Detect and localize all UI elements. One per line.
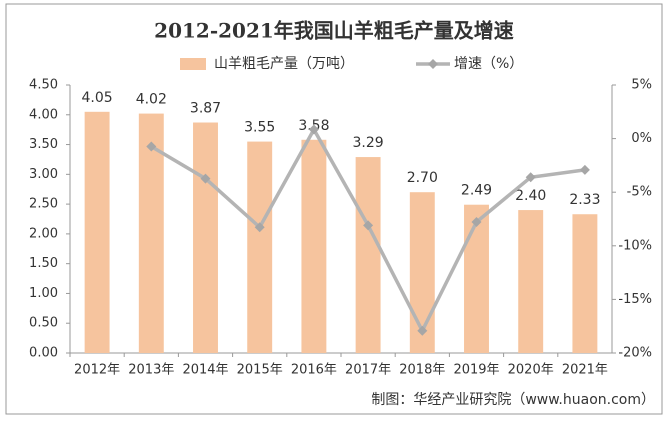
x-tick-label: 2015年 bbox=[237, 363, 283, 378]
value-label: 2.49 bbox=[461, 183, 492, 199]
line-marker bbox=[525, 172, 536, 183]
y2-tick-label: 5% bbox=[631, 78, 652, 93]
x-tick-label: 2013年 bbox=[128, 363, 174, 378]
line-marker bbox=[254, 222, 265, 233]
legend-marker bbox=[428, 59, 438, 69]
x-tick-label: 2020年 bbox=[508, 363, 554, 378]
line-marker bbox=[146, 141, 157, 152]
value-label: 3.29 bbox=[353, 135, 384, 151]
x-tick-label: 2021年 bbox=[562, 363, 608, 378]
line-marker bbox=[363, 220, 374, 231]
y-tick-label: 3.00 bbox=[29, 167, 58, 182]
bar bbox=[518, 210, 544, 353]
x-tick-label: 2012年 bbox=[74, 363, 120, 378]
source: 制图：华经产业研究院（www.huaon.com） bbox=[371, 392, 655, 408]
value-label: 4.02 bbox=[136, 92, 167, 108]
y-tick-label: 4.00 bbox=[29, 107, 58, 122]
value-label: 3.55 bbox=[244, 120, 275, 136]
line-marker bbox=[579, 164, 590, 175]
chart-title: 2012-2021年我国山羊粗毛产量及增速 bbox=[154, 19, 514, 43]
y-tick-label: 1.50 bbox=[29, 256, 58, 271]
x-tick-label: 2019年 bbox=[453, 363, 499, 378]
y2-tick-label: -20% bbox=[618, 346, 652, 361]
bar bbox=[301, 139, 327, 353]
value-label: 4.05 bbox=[82, 90, 113, 106]
bar bbox=[464, 204, 489, 353]
value-label: 2.33 bbox=[569, 192, 600, 208]
y-tick-label: 3.50 bbox=[29, 137, 58, 152]
line-marker bbox=[200, 173, 211, 184]
y2-tick-label: -10% bbox=[618, 238, 652, 253]
value-label: 2.70 bbox=[407, 170, 438, 186]
x-tick-label: 2014年 bbox=[182, 363, 228, 378]
y-tick-label: 2.00 bbox=[29, 226, 58, 241]
y2-tick-label: 0% bbox=[631, 131, 652, 146]
y-tick-label: 2.50 bbox=[29, 197, 58, 212]
y-tick-label: 0.00 bbox=[29, 346, 58, 361]
x-tick-label: 2017年 bbox=[345, 363, 391, 378]
legend-label: 山羊粗毛产量（万吨） bbox=[214, 56, 354, 72]
legend-swatch bbox=[180, 58, 206, 70]
bar bbox=[84, 111, 110, 353]
line-marker bbox=[471, 217, 482, 228]
value-label: 3.87 bbox=[190, 101, 221, 117]
line-marker bbox=[417, 325, 428, 336]
y2-tick-label: -15% bbox=[618, 292, 652, 307]
value-label: 2.40 bbox=[515, 188, 546, 204]
bar bbox=[572, 214, 598, 353]
x-tick-label: 2018年 bbox=[399, 363, 445, 378]
frame bbox=[5, 3, 663, 415]
bar bbox=[355, 157, 381, 353]
x-tick-label: 2016年 bbox=[291, 363, 337, 378]
bar bbox=[193, 122, 218, 354]
y-tick-label: 4.50 bbox=[29, 78, 58, 93]
bar bbox=[247, 141, 273, 353]
y-tick-label: 1.00 bbox=[29, 286, 58, 301]
legend-label: 增速（%） bbox=[454, 56, 523, 72]
y2-tick-label: -5% bbox=[627, 185, 652, 200]
line-marker bbox=[308, 124, 319, 135]
y-tick-label: 0.50 bbox=[29, 316, 58, 331]
bar bbox=[138, 113, 164, 353]
